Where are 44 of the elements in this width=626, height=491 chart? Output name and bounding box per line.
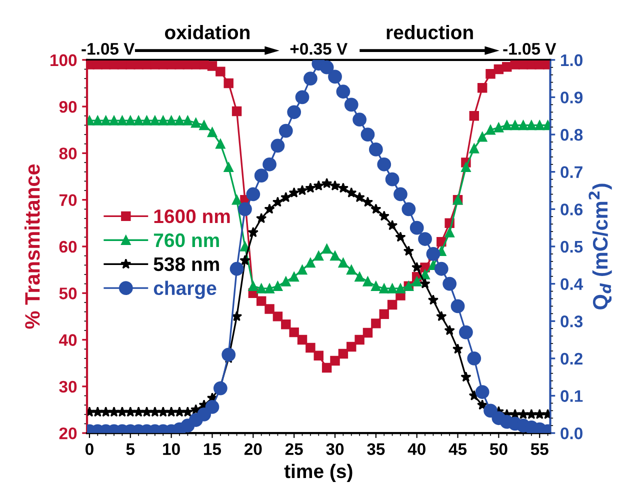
x-tick-label: 0: [85, 443, 94, 456]
legend-label: 538 nm: [154, 257, 219, 272]
x-tick-label: 40: [408, 443, 426, 456]
x-tick-label: 15: [204, 443, 222, 456]
text: -1.05 V: [503, 42, 556, 55]
x-tick-label: 45: [448, 443, 467, 456]
y-axis-title: % Transmittance: [24, 164, 40, 329]
x-tick-label: 50: [490, 443, 508, 456]
text: -1.05 V: [82, 42, 135, 55]
text: +0.35 V: [290, 42, 348, 55]
x-tick-label: 30: [326, 443, 344, 456]
x-tick-label: 35: [367, 443, 385, 456]
text: reduction: [386, 24, 473, 40]
x-tick-label: 10: [163, 443, 180, 456]
y2-tick-label: 0.2: [560, 352, 582, 365]
y2-tick-label: 0.1: [560, 390, 583, 402]
y2-tick-label: 0.7: [560, 166, 582, 178]
legend-label: charge: [154, 280, 216, 299]
y2-tick-label: 0.0: [560, 427, 582, 440]
y-tick-label: 80: [59, 148, 77, 160]
legend-label: 760 nm: [154, 233, 219, 248]
y2-tick-label: 0.4: [560, 278, 584, 290]
text: oxidation: [165, 24, 250, 40]
x-tick-label: 20: [244, 443, 262, 456]
y2-tick-label: 0.5: [560, 240, 583, 253]
y-tick-label: 40: [59, 334, 77, 346]
y-tick-label: 70: [59, 194, 77, 206]
x-tick-label: 25: [285, 443, 303, 456]
y2-tick-label: 0.8: [560, 128, 583, 141]
y2-tick-label: 0.9: [560, 92, 583, 104]
x-axis-title: time (s): [284, 464, 352, 482]
y-tick-label: 60: [59, 240, 77, 253]
x-tick-label: 5: [126, 443, 135, 456]
y-tick-label: 90: [59, 100, 77, 113]
y-tick-label: 100: [50, 54, 77, 66]
y-tick-label: 50: [59, 288, 77, 300]
y2-tick-label: 0.3: [560, 316, 583, 328]
y-tick-label: 20: [59, 427, 77, 440]
y2-axis-title: Q$_{d}$ (mC/cm$^{2}$): [588, 184, 612, 310]
y-tick-label: 30: [59, 380, 77, 393]
x-tick-label: 55: [530, 443, 548, 456]
y2-tick-label: 1.0: [561, 54, 582, 66]
y2-tick-label: 0.6: [560, 204, 583, 216]
legend-label: 1600 nm: [154, 209, 230, 224]
